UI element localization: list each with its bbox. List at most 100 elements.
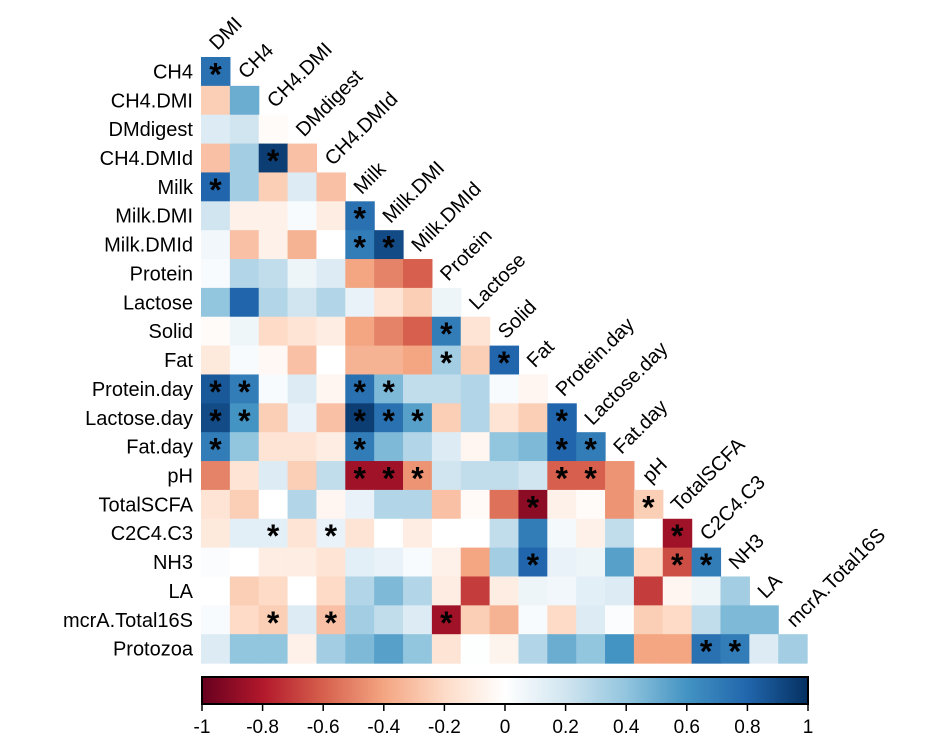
heatmap-cell [345,287,375,318]
heatmap-cell [489,576,520,606]
significance-star: * [354,432,367,468]
heatmap-cell [258,547,289,578]
row-label: CH4.DMId [100,148,193,170]
heatmap-cell [518,634,548,664]
heatmap-cell [518,432,548,462]
significance-star: * [440,345,453,381]
significance-star: * [671,547,684,583]
significance-star: * [440,316,453,352]
heatmap-cell [720,605,750,635]
column-label: DMI [205,13,246,54]
heatmap-cell [229,576,260,606]
heatmap-cell [431,374,462,404]
heatmap-cell [460,634,491,664]
significance-star: * [209,403,222,439]
heatmap-cell [403,634,433,664]
heatmap-cell [605,634,635,664]
heatmap-cell [749,605,779,635]
colorbar-tick-label: -0.6 [307,717,340,738]
heatmap-cell [201,287,231,318]
heatmap-cell [576,576,606,606]
significance-star: * [354,374,367,410]
row-label: Protein [130,263,193,285]
colorbar-tick-label: 0.2 [552,717,578,738]
heatmap-cell [287,172,318,202]
heatmap-cell [287,316,318,347]
significance-star: * [209,432,222,468]
heatmap-cell [287,489,318,520]
heatmap-cell [229,172,260,202]
heatmap-cell [489,374,520,404]
column-label: LA [754,570,787,603]
heatmap-cell [374,518,404,549]
heatmap-cell [460,432,491,462]
heatmap-cell [576,432,606,462]
heatmap-cell [576,605,606,635]
heatmap-cell [345,374,375,404]
colorbar-tick-label: 0.8 [734,717,760,738]
heatmap-cell [403,345,433,376]
heatmap-cell [201,461,231,491]
heatmap-cell [316,201,346,231]
column-label: CH4 [234,40,278,84]
heatmap-cell [345,230,375,260]
significance-star: * [556,460,569,496]
heatmap-cell [287,461,318,491]
heatmap-cell [229,259,260,289]
heatmap-cell [201,432,231,462]
heatmap-cell [403,287,433,318]
row-label: Milk [157,177,194,199]
row-label: TotalSCFA [99,494,194,516]
heatmap-cell [345,605,375,635]
heatmap-cell [374,576,404,606]
heatmap-cell [345,634,375,664]
heatmap-cell [201,259,231,289]
heatmap-cell [460,374,491,404]
heatmap-cell [662,605,693,635]
column-label: Solid [494,296,541,343]
significance-star: * [382,460,395,496]
row-labels: CH4 CH4.DMI DMdigest CH4.DMId Milk Milk.DMI Mi… [63,61,194,660]
significance-star: * [527,489,540,525]
significance-star: * [267,605,280,641]
heatmap-cell [229,201,260,231]
heatmap-cell [662,576,693,606]
heatmap-cell [547,403,577,433]
heatmap-cell [201,489,231,520]
colorbar: -1 -0.8 -0.6 -0.4 -0.2 0 0.2 0.4 0.6 0.8 1 [194,676,813,738]
heatmap-cell [547,432,577,462]
heatmap-cell [547,634,577,664]
significance-star: * [729,634,742,670]
significance-star: * [498,345,511,381]
heatmap-cell [287,432,318,462]
significance-star: * [354,460,367,496]
heatmap-cell [229,143,260,174]
row-label: LA [169,581,194,603]
heatmap-cell [576,634,606,664]
heatmap-cell [229,489,260,520]
heatmap-cell [403,259,433,289]
heatmap-cell [547,461,577,491]
row-label: mcrA.Total16S [63,610,193,632]
significance-star: * [411,460,424,496]
heatmap-cell [691,605,722,635]
heatmap-cell [633,634,664,664]
significance-star: * [584,432,597,468]
heatmap-cell [201,605,231,635]
heatmap-cell [345,403,375,433]
colorbar-gradient [201,676,809,705]
heatmap-cell [258,605,289,635]
heatmap-cell [258,374,289,404]
heatmap-cell [316,461,346,491]
heatmap-cell [605,489,635,520]
heatmap-cell [633,489,664,520]
heatmap-cell [374,287,404,318]
heatmap-cell [229,230,260,260]
heatmap-cell [258,259,289,289]
heatmap-cell [201,57,231,87]
heatmap-cell [316,634,346,664]
significance-star: * [209,172,222,208]
heatmap-cell [287,287,318,318]
heatmap-cell [229,432,260,462]
heatmap-cell [489,489,520,520]
